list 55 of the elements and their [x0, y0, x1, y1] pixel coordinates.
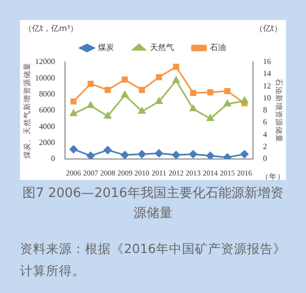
y2-tick-label: 16	[263, 57, 271, 66]
point	[70, 110, 78, 116]
y2-tick-label: 14	[263, 69, 271, 78]
text: 资料来源：根据《2016年中国矿产资源报告》计算所得。	[20, 240, 287, 280]
point	[223, 153, 232, 159]
point	[190, 90, 196, 96]
point	[189, 150, 198, 158]
point	[70, 145, 78, 154]
y-tick-label: 6000	[39, 106, 55, 115]
y2-tick-label: 12	[263, 81, 271, 90]
legend-label: 天然气	[150, 43, 174, 52]
point	[122, 76, 128, 83]
point	[70, 98, 77, 104]
point	[172, 76, 180, 83]
text: （亿t，亿m³）	[24, 24, 78, 34]
point	[240, 96, 248, 104]
text: 图7 2006—2016年我国主要化石能源新增资源储量	[22, 185, 284, 223]
point	[190, 104, 197, 112]
point	[88, 80, 94, 87]
y2-tick-label: 6	[263, 118, 267, 127]
y-tick-label: 0	[51, 154, 55, 164]
point	[121, 91, 128, 98]
point	[240, 150, 248, 158]
point	[207, 89, 214, 96]
point	[104, 146, 112, 154]
point	[138, 107, 146, 114]
point	[86, 152, 95, 159]
point	[120, 150, 129, 159]
point	[224, 100, 231, 106]
point	[104, 86, 111, 93]
y-tick-label: 12000	[35, 57, 55, 66]
legend-label: 煤炭	[98, 43, 114, 52]
y-tick-label: 8000	[39, 89, 55, 98]
y2-tick-label: 10	[263, 93, 271, 102]
point	[156, 74, 162, 80]
y-tick-label: 10000	[35, 73, 55, 82]
point	[104, 112, 112, 119]
point	[155, 98, 163, 104]
y2-tick-label: 4	[263, 130, 267, 139]
y2-tick-label: 2	[263, 142, 267, 151]
point	[155, 149, 163, 158]
point	[224, 88, 230, 94]
point	[206, 152, 214, 159]
text: （亿t）	[254, 24, 282, 34]
point	[206, 114, 214, 121]
point	[173, 64, 180, 70]
point	[138, 150, 146, 158]
y2-tick-label: 8	[263, 106, 267, 115]
y-tick-label: 4000	[39, 122, 55, 131]
point	[87, 102, 94, 108]
point	[138, 86, 145, 93]
legend-label: 石油	[210, 43, 226, 52]
y-tick-label: 2000	[39, 138, 55, 147]
point	[172, 150, 180, 159]
y2-tick-label: 0	[263, 154, 267, 164]
